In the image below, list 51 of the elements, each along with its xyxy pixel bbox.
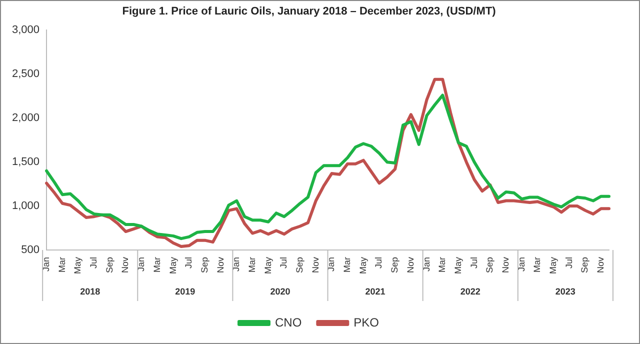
legend-label: PKO [354,315,380,330]
y-tick-label: 1,500 [12,156,40,168]
x-tick-label: May [262,256,273,274]
x-tick-label: Nov [405,256,416,274]
text: 2021 [365,286,386,296]
x-tick-label: Jul [468,257,479,269]
x-tick-label: Mar [532,256,542,272]
text: 2020 [270,286,290,296]
x-tick-label: Sep [104,257,114,274]
x-tick-label: May [168,256,178,274]
x-tick-label: Jan [326,257,336,272]
x-tick-label: Jul [564,257,574,269]
x-tick-label: Sep [580,257,590,274]
x-tick-label: Jul [374,257,384,269]
y-tick-label: 500 [21,244,40,256]
x-tick-label: Jan [231,257,242,272]
y-tick-label: 1,000 [12,200,40,212]
x-tick-label: Jan [516,257,526,272]
x-tick-label: Nov [596,256,606,274]
x-tick-label: May [548,256,558,274]
legend-label: CNO [274,315,302,330]
x-tick-label: Sep [390,257,400,274]
x-tick-label: May [72,256,83,274]
x-tick-label: Mar [437,256,448,272]
x-tick-label: Sep [484,257,495,274]
x-tick-label: Mar [246,256,257,272]
text: 2019 [175,286,196,296]
x-tick-label: Nov [500,256,510,274]
y-tick-label: 2,000 [12,112,40,124]
x-tick-label: Mar [152,256,162,272]
x-tick-label: May [358,256,368,274]
text: 2022 [460,286,480,296]
chart-title: Figure 1. Price of Lauric Oils, January 2018 – December 2023, (USD/MT) [122,6,496,18]
x-tick-label: Sep [199,257,210,274]
x-tick-label: Jul [278,257,289,269]
x-tick-label: Mar [342,256,352,272]
x-tick-label: Jan [421,257,432,272]
x-tick-label: May [452,256,463,274]
x-tick-label: Jan [41,257,52,272]
x-tick-label: Jan [136,257,146,272]
text: 2023 [555,286,576,296]
x-tick-label: Nov [310,256,320,274]
x-tick-label: Jul [88,257,99,269]
x-tick-label: Jul [184,257,194,269]
x-tick-label: Sep [294,257,305,274]
x-tick-label: Nov [120,256,130,274]
x-tick-label: Nov [215,256,226,274]
x-tick-label: Mar [56,256,67,272]
y-tick-label: 3,000 [12,24,40,36]
y-tick-label: 2,500 [12,68,40,80]
text: 2018 [80,286,100,296]
